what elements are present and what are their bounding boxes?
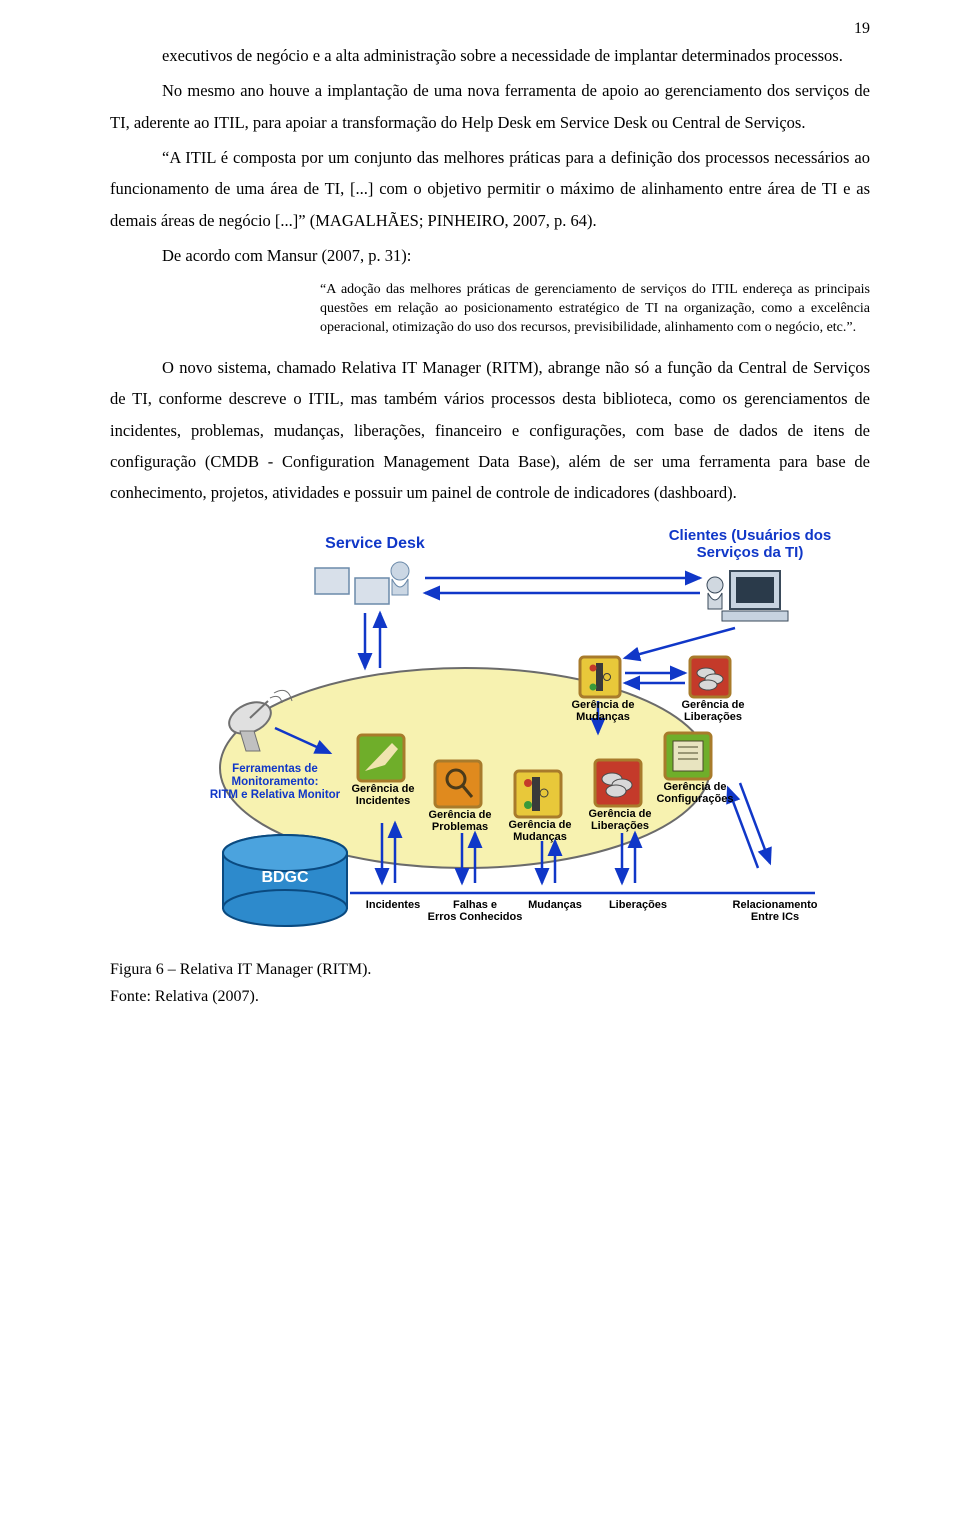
block-quote: “A adoção das melhores práticas de geren…: [320, 281, 870, 338]
config-icon: [665, 733, 711, 779]
row-liberacoes: Liberações: [598, 899, 678, 912]
incidentes-icon: [358, 735, 404, 781]
paragraph-2: No mesmo ano houve a implantação de uma …: [110, 75, 870, 138]
figure-caption-line2: Fonte: Relativa (2007).: [110, 986, 870, 1008]
row-incidentes: Incidentes: [358, 899, 428, 912]
paragraph-1: executivos de negócio e a alta administr…: [110, 40, 870, 71]
paragraph-4: De acordo com Mansur (2007, p. 31):: [110, 240, 870, 271]
service-desk-icon: [315, 562, 409, 604]
clients-icon: [707, 571, 788, 621]
monitoring-label: Ferramentas deMonitoramento:RITM e Relat…: [200, 763, 350, 803]
clients-title: Clientes (Usuários dos Serviços da TI): [650, 527, 850, 562]
liberacoes-upper-icon: [690, 657, 730, 697]
bdgc-label: BDGC: [250, 869, 320, 887]
paragraph-5: O novo sistema, chamado Relativa IT Mana…: [110, 352, 870, 509]
problemas-icon: [435, 761, 481, 807]
row-falhas: Falhas eErros Conhecidos: [425, 899, 525, 924]
row-mudancas: Mudanças: [520, 899, 590, 912]
itil-diagram: Service Desk Clientes (Usuários dos Serv…: [210, 523, 850, 953]
diagram-svg: [210, 523, 850, 953]
page-number: 19: [854, 20, 870, 38]
config-label: Gerência deConfigurações: [650, 781, 740, 806]
document-page: 19 executivos de negócio e a alta admini…: [0, 0, 960, 1048]
figure-caption-line1: Figura 6 – Relativa IT Manager (RITM).: [110, 959, 870, 981]
mudancas-label-1: Gerência deMudanças: [505, 819, 575, 844]
problemas-label: Gerência deProblemas: [425, 809, 495, 834]
mudancas-upper-icon: [580, 657, 620, 697]
mudancas-icon: [515, 771, 561, 817]
row-relacion: RelacionamentoEntre ICs: [720, 899, 830, 924]
incidentes-label: Gerência deIncidentes: [348, 783, 418, 808]
paragraph-3: “A ITIL é composta por um conjunto das m…: [110, 142, 870, 236]
liberacoes-icon: [595, 760, 641, 806]
liberacoes-label-2: Gerência deLiberações: [678, 699, 748, 724]
service-desk-title: Service Desk: [305, 535, 445, 553]
liberacoes-label-1: Gerência deLiberações: [585, 808, 655, 833]
mudancas-label-2: Gerência deMudanças: [568, 699, 638, 724]
